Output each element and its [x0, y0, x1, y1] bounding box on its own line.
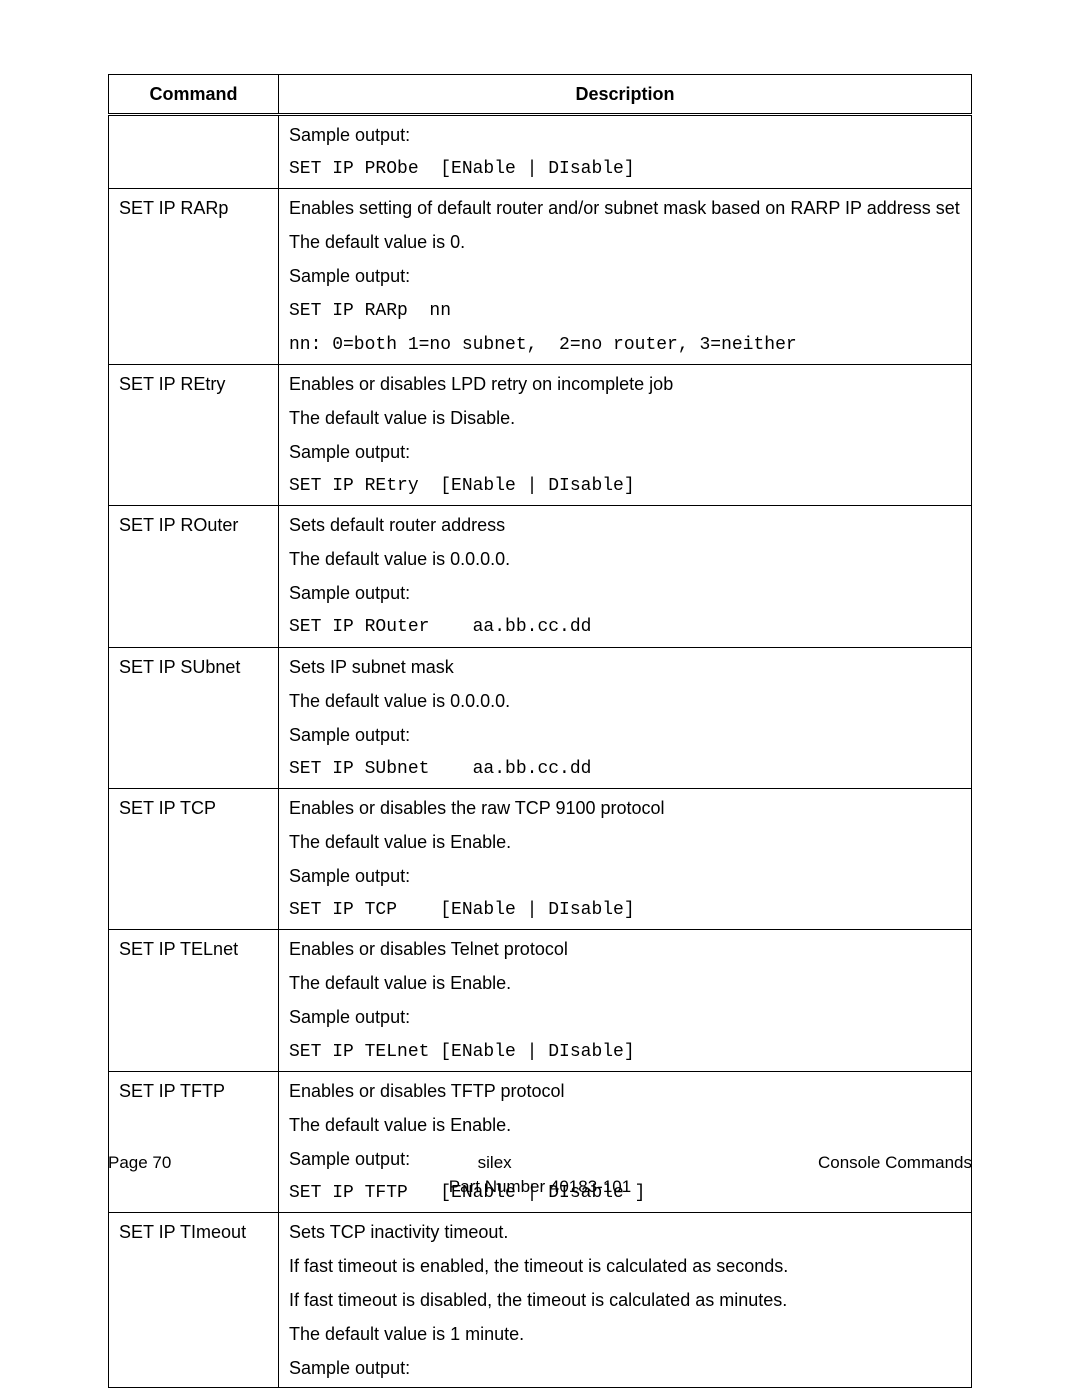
- description-text: Sample output:: [289, 122, 961, 148]
- description-cell: Sample output: SET IP PRObe [ENable | DIs…: [279, 115, 972, 189]
- description-text: Sample output:: [289, 263, 961, 289]
- description-text: Enables or disables the raw TCP 9100 pro…: [289, 795, 961, 821]
- description-text: The default value is Enable.: [289, 829, 961, 855]
- description-text: Enables or disables TFTP protocol: [289, 1078, 961, 1104]
- table-row: SET IP TELnetEnables or disables Telnet …: [109, 930, 972, 1071]
- page-footer: Page 70 silex Console Commands Part Numb…: [108, 1153, 972, 1197]
- description-text: Sample output:: [289, 439, 961, 465]
- table-row: SET IP REtry Enables or disables LPD retr…: [109, 364, 972, 505]
- command-cell: [109, 115, 279, 189]
- description-text: Sets TCP inactivity timeout.: [289, 1219, 961, 1245]
- table-row: SET IP RARp Enables setting of default ro…: [109, 189, 972, 364]
- description-cell: Enables or disables the raw TCP 9100 pro…: [279, 788, 972, 929]
- description-cell: Enables or disables LPD retry on incompl…: [279, 364, 972, 505]
- footer-left: Page 70: [108, 1153, 171, 1173]
- description-text: The default value is 0.0.0.0.: [289, 688, 961, 714]
- footer-center: silex: [171, 1153, 818, 1173]
- description-text: The default value is Enable.: [289, 1112, 961, 1138]
- description-text: Sample output:: [289, 722, 961, 748]
- description-text: If fast timeout is disabled, the timeout…: [289, 1287, 961, 1313]
- command-cell: SET IP TImeout: [109, 1213, 279, 1388]
- description-text: The default value is Disable.: [289, 405, 961, 431]
- description-cell: Enables setting of default router and/or…: [279, 189, 972, 364]
- table-row: SET IP TImeoutSets TCP inactivity timeou…: [109, 1213, 972, 1388]
- description-text: Enables or disables Telnet protocol: [289, 936, 961, 962]
- footer-part: Part Number 40183-101: [108, 1177, 972, 1197]
- command-cell: SET IP TCP: [109, 788, 279, 929]
- sample-output: SET IP TELnet [ENable | DIsable]: [289, 1039, 961, 1065]
- command-cell: SET IP REtry: [109, 364, 279, 505]
- description-text: Enables or disables LPD retry on incompl…: [289, 371, 961, 397]
- table-row: Sample output: SET IP PRObe [ENable | DIs…: [109, 115, 972, 189]
- sample-output: SET IP ROuter aa.bb.cc.dd: [289, 614, 961, 640]
- description-text: The default value is 1 minute.: [289, 1321, 961, 1347]
- description-text: Sample output:: [289, 1355, 961, 1381]
- sample-output: SET IP SUbnet aa.bb.cc.dd: [289, 756, 961, 782]
- footer-right: Console Commands: [818, 1153, 972, 1173]
- description-cell: Sets default router address The default v…: [279, 506, 972, 647]
- command-cell: SET IP RARp: [109, 189, 279, 364]
- description-text: Sample output:: [289, 1004, 961, 1030]
- description-text: Sample output:: [289, 863, 961, 889]
- description-text: Enables setting of default router and/or…: [289, 195, 961, 221]
- description-cell: Sets TCP inactivity timeout. If fast time…: [279, 1213, 972, 1388]
- sample-output: SET IP REtry [ENable | DIsable]: [289, 473, 961, 499]
- description-text: The default value is 0.: [289, 229, 961, 255]
- command-cell: SET IP TELnet: [109, 930, 279, 1071]
- description-text: Sample output:: [289, 580, 961, 606]
- header-command: Command: [109, 75, 279, 115]
- table-row: SET IP TCP Enables or disables the raw TC…: [109, 788, 972, 929]
- description-cell: Enables or disables Telnet protocol The d…: [279, 930, 972, 1071]
- header-description: Description: [279, 75, 972, 115]
- table-row: SET IP ROuterSets default router address…: [109, 506, 972, 647]
- command-cell: SET IP SUbnet: [109, 647, 279, 788]
- description-text: The default value is Enable.: [289, 970, 961, 996]
- description-text: Sets IP subnet mask: [289, 654, 961, 680]
- description-text: If fast timeout is enabled, the timeout …: [289, 1253, 961, 1279]
- sample-output: nn: 0=both 1=no subnet, 2=no router, 3=n…: [289, 332, 961, 358]
- description-text: The default value is 0.0.0.0.: [289, 546, 961, 572]
- command-cell: SET IP ROuter: [109, 506, 279, 647]
- sample-output: SET IP TCP [ENable | DIsable]: [289, 897, 961, 923]
- table-row: SET IP SUbnet Sets IP subnet mask The defa…: [109, 647, 972, 788]
- description-text: Sets default router address: [289, 512, 961, 538]
- description-cell: Sets IP subnet mask The default value is …: [279, 647, 972, 788]
- sample-output: SET IP PRObe [ENable | DIsable]: [289, 156, 961, 182]
- sample-output: SET IP RARp nn: [289, 298, 961, 324]
